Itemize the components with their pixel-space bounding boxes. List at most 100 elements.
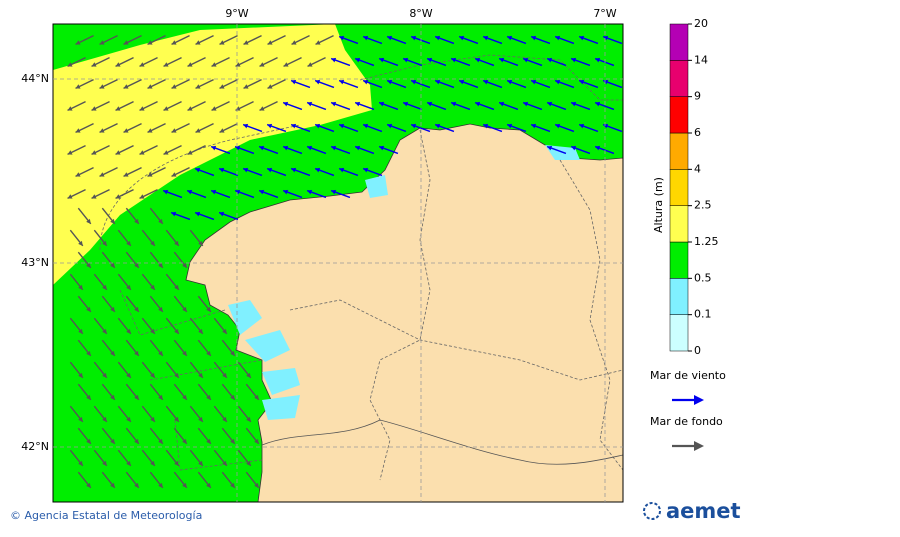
lat-label: 44°N: [21, 72, 49, 85]
arrow-head: [355, 57, 361, 63]
legend-arrow-head: [694, 441, 704, 451]
legend-arrow-head: [694, 395, 704, 405]
arrow-head: [427, 101, 433, 107]
arrow-head: [163, 62, 169, 67]
map-area: [53, 24, 623, 502]
arrow-head: [571, 57, 577, 63]
colorbar-label: 9: [694, 90, 701, 103]
arrow-head: [387, 79, 393, 85]
arrow-head: [206, 438, 211, 444]
arrow-head: [91, 62, 97, 67]
arrow-head: [86, 482, 91, 488]
arrow-head: [283, 62, 289, 67]
arrow-head: [259, 62, 265, 67]
arrow-head: [435, 79, 441, 85]
arrow-head: [86, 218, 91, 224]
arrow-head: [230, 394, 235, 400]
colorbar-label: 0: [694, 344, 701, 357]
arrow-head: [222, 328, 227, 334]
arrow-head: [547, 145, 553, 151]
arrow-head: [206, 482, 211, 488]
arrow-head: [110, 482, 115, 488]
arrow-head: [355, 101, 361, 107]
arrow-head: [339, 167, 345, 173]
arrow-head: [158, 218, 163, 224]
arrow-head: [339, 79, 345, 85]
zone-border: [99, 124, 301, 251]
arrow-head: [219, 40, 225, 45]
arrow-head: [182, 262, 187, 268]
arrow-head: [331, 189, 337, 195]
arrow-head: [459, 79, 465, 85]
arrow-head: [198, 372, 203, 378]
arrow-head: [254, 438, 259, 444]
arrow-head: [187, 62, 193, 67]
arrow-head: [307, 62, 313, 67]
arrow-head: [235, 189, 241, 195]
arrow-head: [267, 167, 273, 173]
arrow-head: [507, 79, 513, 85]
arrow-head: [595, 101, 601, 107]
arrow-head: [195, 167, 201, 173]
arrow-head: [187, 150, 193, 155]
arrow-head: [158, 482, 163, 488]
arrow-head: [206, 394, 211, 400]
colorbar-segment: [669, 205, 689, 243]
arrow-head: [246, 372, 251, 378]
arrow-head: [435, 123, 441, 129]
arrow-head: [147, 128, 153, 133]
zone-border: [119, 54, 623, 471]
arrow-head: [363, 35, 369, 41]
legend-label: Mar de viento: [650, 369, 726, 382]
arrow-head: [254, 394, 259, 400]
arrow-head: [115, 194, 121, 199]
province-border: [289, 299, 623, 381]
arrow-head: [235, 145, 241, 151]
arrow-head: [123, 40, 129, 45]
arrow-head: [139, 106, 145, 111]
arrow-head: [579, 123, 585, 129]
lat-label: 42°N: [21, 440, 49, 453]
arrow-head: [99, 128, 105, 133]
arrow-head: [206, 306, 211, 312]
arrow-head: [387, 35, 393, 41]
arrow-head: [163, 106, 169, 111]
arrow-head: [110, 438, 115, 444]
arrow-head: [483, 35, 489, 41]
wave-arrows: [67, 35, 623, 489]
arrow-head: [483, 123, 489, 129]
arrow-head: [150, 460, 155, 466]
arrow-head: [246, 416, 251, 422]
arrow-head: [283, 189, 289, 195]
arrow-head: [158, 350, 163, 356]
arrow-head: [174, 328, 179, 334]
colorbar-segment: [669, 60, 689, 97]
arrow-head: [403, 57, 409, 63]
arrow-head: [134, 438, 139, 444]
arrow-head: [283, 145, 289, 151]
arrow-head: [75, 84, 81, 89]
sea-high: [53, 24, 372, 285]
arrow-head: [110, 218, 115, 224]
arrow-head: [198, 240, 203, 246]
arrow-head: [595, 57, 601, 63]
colorbar-label: 1.25: [694, 235, 719, 248]
arrow-head: [182, 306, 187, 312]
arrow-head: [435, 35, 441, 41]
arrow-head: [67, 106, 73, 111]
arrow-head: [267, 40, 273, 45]
arrow-head: [78, 284, 83, 290]
arrow-head: [67, 150, 73, 155]
arrow-head: [307, 101, 313, 107]
colorbar-segment: [669, 132, 689, 170]
colorbar-label: 4: [694, 162, 701, 175]
arrow-head: [134, 394, 139, 400]
arrow-head: [126, 372, 131, 378]
lon-label: 9°W: [225, 7, 248, 20]
arrow-head: [547, 57, 553, 63]
arrow-head: [523, 57, 529, 63]
arrow-head: [174, 240, 179, 246]
arrow-head: [115, 62, 121, 67]
arrow-head: [315, 79, 321, 85]
arrow-head: [158, 306, 163, 312]
